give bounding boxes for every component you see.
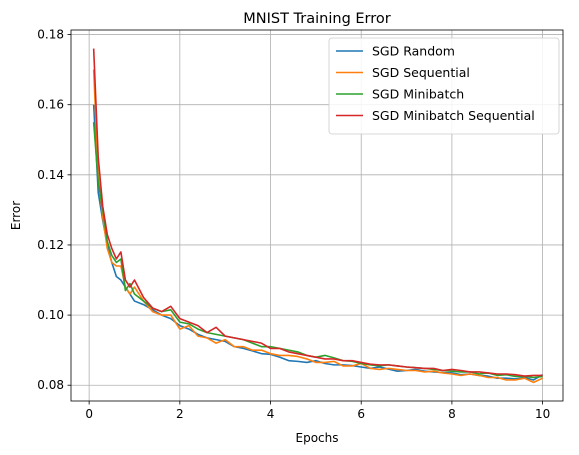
y-axis: 0.08 0.10 0.12 0.14 0.16 0.18	[37, 28, 71, 392]
x-axis-label: Epochs	[296, 431, 339, 445]
y-axis-label: Error	[9, 201, 23, 230]
legend-label: SGD Random	[372, 44, 455, 59]
x-tick-label: 2	[176, 407, 184, 421]
x-axis: 0 2 4 6 8 10	[85, 401, 550, 421]
y-tick-label: 0.14	[37, 168, 64, 182]
legend: SGD Random SGD Sequential SGD Minibatch SGD…	[328, 37, 560, 135]
x-tick-label: 10	[535, 407, 550, 421]
legend-box	[328, 37, 560, 135]
plot-frame	[70, 29, 564, 402]
y-tick-label: 0.16	[37, 98, 64, 112]
chart-title: MNIST Training Error	[243, 11, 391, 27]
x-tick-label: 4	[267, 407, 275, 421]
series-lines	[92, 48, 543, 384]
x-tick-label: 0	[85, 407, 93, 421]
x-tick-label: 6	[357, 407, 365, 421]
legend-label: SGD Sequential	[372, 65, 470, 80]
legend-label: SGD Minibatch	[372, 87, 464, 102]
y-tick-label: 0.08	[37, 378, 64, 392]
y-tick-label: 0.10	[37, 308, 64, 322]
y-tick-label: 0.12	[37, 238, 64, 252]
series-line	[92, 69, 543, 384]
y-tick-label: 0.18	[37, 28, 64, 42]
series-line	[92, 48, 543, 377]
x-tick-label: 8	[448, 407, 456, 421]
legend-label: SGD Minibatch Sequential	[372, 108, 535, 123]
series-line	[92, 122, 543, 379]
